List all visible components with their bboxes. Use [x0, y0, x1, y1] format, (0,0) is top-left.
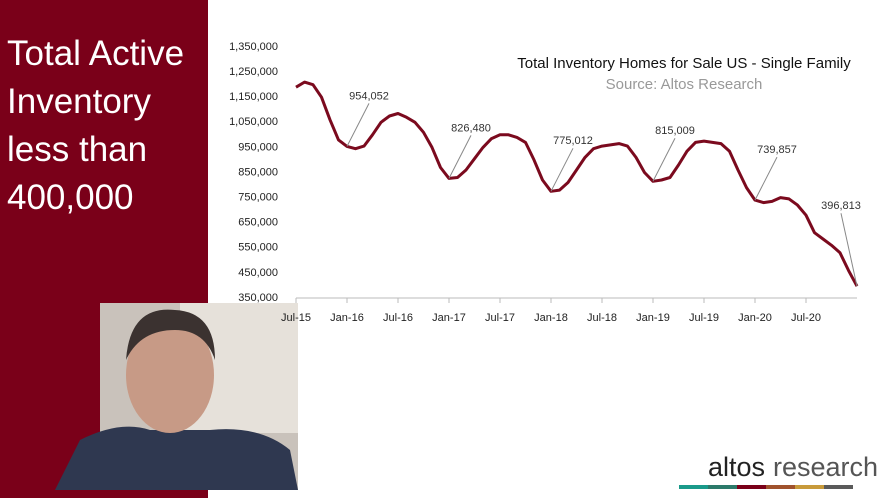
x-tick-label: Jul-16 [383, 312, 413, 324]
y-tick-label: 1,350,000 [229, 41, 278, 53]
logo-brand: altos [708, 452, 765, 482]
x-tick-label: Jan-20 [738, 312, 772, 324]
annotation-leader [550, 148, 574, 192]
chart-subtitle: Source: Altos Research [606, 76, 763, 93]
y-tick-label: 650,000 [238, 217, 278, 229]
logo-suffix: research [773, 452, 878, 482]
logo-bar-seg [679, 485, 708, 489]
logo-bar-seg [824, 485, 853, 489]
y-tick-label: 850,000 [238, 166, 278, 178]
y-tick-label: 450,000 [238, 267, 278, 279]
sidebar: Total Active Inventory less than 400,000 [0, 0, 208, 498]
logo-bar-seg [708, 485, 737, 489]
y-tick-label: 1,250,000 [229, 66, 278, 78]
sidebar-line: Total Active [7, 34, 185, 73]
logo-bar-seg [766, 485, 795, 489]
webcam-face [126, 317, 214, 433]
annotation-label: 396,813 [821, 200, 861, 212]
annotation-label: 954,052 [349, 90, 389, 102]
logo-bar-seg [795, 485, 824, 489]
webcam [55, 303, 298, 490]
y-tick-label: 1,150,000 [229, 91, 278, 103]
annotation-label: 815,009 [655, 125, 695, 137]
x-tick-label: Jul-15 [281, 312, 311, 324]
y-tick-label: 750,000 [238, 192, 278, 204]
y-tick-label: 550,000 [238, 242, 278, 254]
annotation-label: 739,857 [757, 144, 797, 156]
annotation-leader [448, 135, 472, 179]
x-tick-label: Jan-17 [432, 312, 466, 324]
x-tick-label: Jul-17 [485, 312, 515, 324]
x-tick-label: Jul-18 [587, 312, 617, 324]
data-line [295, 80, 859, 287]
logo-bar [679, 485, 853, 489]
y-tick-label: 1,050,000 [229, 116, 278, 128]
sidebar-line: Inventory [7, 82, 151, 121]
x-tick-label: Jul-20 [791, 312, 821, 324]
logo-bar-seg [737, 485, 766, 489]
annotation-leader [754, 156, 778, 201]
x-tick-label: Jan-18 [534, 312, 568, 324]
y-tick-label: 350,000 [238, 292, 278, 304]
annotation-leader [346, 103, 370, 147]
webcam-hair [126, 309, 215, 360]
annotation-leader [652, 138, 676, 182]
y-tick-label: 950,000 [238, 141, 278, 153]
annotation-label: 826,480 [451, 122, 491, 134]
x-tick-label: Jul-19 [689, 312, 719, 324]
x-tick-label: Jan-19 [636, 312, 670, 324]
annotation-leader [840, 213, 858, 287]
chart-title: Total Inventory Homes for Sale US - Sing… [517, 55, 851, 72]
annotation-label: 775,012 [553, 135, 593, 147]
webcam-shirt [55, 426, 298, 490]
x-tick-label: Jan-16 [330, 312, 364, 324]
sidebar-line: less than [7, 130, 148, 169]
sidebar-line: 400,000 [7, 178, 134, 217]
